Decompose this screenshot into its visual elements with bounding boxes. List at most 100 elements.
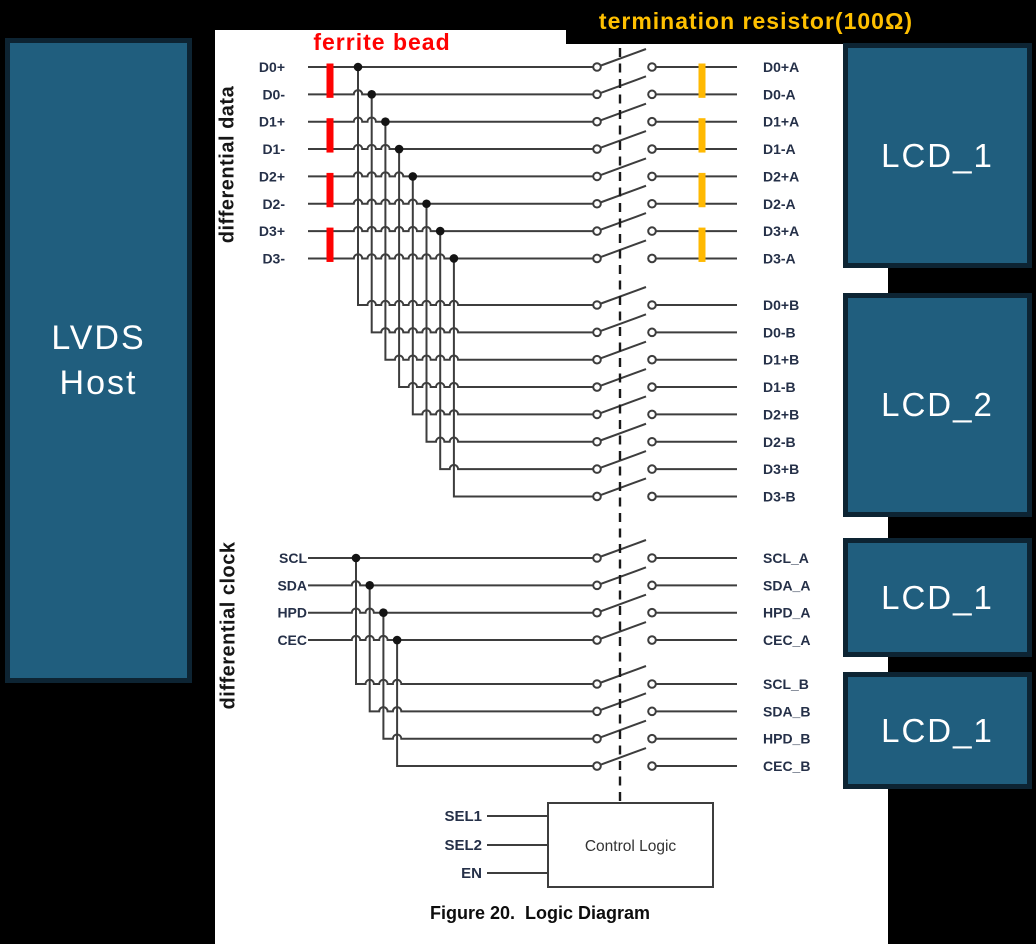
branch-wire-D1+B (384, 121, 593, 361)
switch-HPD_A-right-contact (647, 607, 657, 618)
control-logic-block: Control Logic SEL1 SEL2 EN (444, 802, 714, 888)
signal-D3-: D3- D3-A D3-B (262, 239, 796, 504)
wire-CEC (308, 634, 593, 642)
host-label-line1: LVDS (51, 318, 146, 357)
switch-SDA_A-left-contact (592, 580, 602, 591)
switch-D1-B-arm (600, 368, 647, 387)
branch-wire-SDA_B (368, 585, 593, 713)
switch-D2-A-right-contact (647, 198, 657, 209)
switch-D1+A-arm (600, 102, 647, 122)
lcd-box-1: LCD_1 (843, 43, 1032, 268)
switch-D1+B-left-contact (592, 354, 602, 365)
label-HPD_A: HPD_A (763, 605, 810, 621)
switch-D0+B-arm (600, 286, 647, 305)
label-D1-B: D1-B (763, 379, 796, 395)
switch-CEC_A-left-contact (592, 635, 602, 645)
switch-D2+A-arm (600, 157, 647, 176)
label-D3-A: D3-A (763, 250, 796, 266)
lcd-box-3: LCD_1 (843, 538, 1032, 657)
junction-dot-D1- (394, 144, 404, 154)
wire-D1- (308, 143, 593, 151)
switch-D2-B-right-contact (647, 436, 657, 447)
wire-D2+ (308, 171, 593, 178)
branch-wire-D0+B (357, 67, 593, 306)
switch-CEC_A-arm (600, 621, 647, 640)
switch-D3+A-left-contact (592, 226, 602, 236)
label-CEC: CEC (277, 632, 307, 648)
termination-resistor-0 (698, 63, 706, 98)
label-D0+A: D0+A (763, 59, 799, 75)
switch-SDA_B-left-contact (592, 706, 602, 717)
figure-caption: Figure 20. Logic Diagram (429, 903, 651, 923)
signal-D0+: D0+ D0+A D0+B (259, 48, 799, 313)
label-D3-B: D3-B (763, 488, 796, 504)
termination-resistor-1 (698, 118, 706, 153)
junction-dot-D3- (449, 254, 459, 263)
label-D3+A: D3+A (763, 223, 799, 239)
lcd-box-1-label: LCD_1 (881, 136, 994, 174)
label-D2-A: D2-A (763, 196, 796, 212)
switch-SCL_B-arm (600, 665, 647, 684)
switch-D1+B-arm (600, 340, 647, 360)
switch-HPD_A-arm (600, 593, 647, 613)
wire-HPD (308, 607, 593, 614)
label-D3+B: D3+B (763, 461, 799, 477)
lcd-box-2: LCD_2 (843, 293, 1032, 517)
switch-SDA_A-arm (600, 566, 647, 585)
switch-SCL_A-left-contact (592, 553, 602, 563)
ferrite-bead-1 (326, 118, 334, 153)
signal-SDA: SDA SDA_A SDA_B (277, 566, 810, 719)
termination-resistor-annotation: termination resistor(100Ω) (598, 8, 914, 34)
junction-dot-CEC (392, 635, 402, 645)
label-SDA_A: SDA_A (763, 577, 810, 593)
switch-D2-B-arm (600, 422, 647, 442)
switch-D3+B-left-contact (592, 464, 602, 474)
switch-D2+B-right-contact (647, 409, 657, 420)
host-label-line2: Host (59, 363, 138, 402)
switch-D1-B-right-contact (647, 382, 657, 392)
switch-CEC_A-right-contact (647, 635, 657, 645)
signal-D1+: D1+ D1+A D1+B (259, 102, 799, 368)
label-D2+: D2+ (259, 168, 285, 184)
junction-dot-D0+ (353, 62, 363, 72)
switch-D1-B-left-contact (592, 382, 602, 392)
switch-D1+B-right-contact (647, 354, 657, 365)
switch-D3-B-arm (600, 477, 647, 496)
lcd-box-4-label: LCD_1 (881, 711, 994, 749)
switch-CEC_B-right-contact (647, 761, 657, 771)
branch-wire-D3+B (439, 231, 593, 471)
switch-D0+A-arm (600, 48, 647, 67)
ferrite-bead-0 (326, 63, 334, 98)
lcd-box-3-label: LCD_1 (881, 578, 994, 616)
label-D1-: D1- (262, 141, 285, 157)
label-D3-: D3- (262, 250, 285, 266)
label-D0+: D0+ (259, 59, 285, 75)
junction-dot-SCL (351, 553, 361, 563)
termination-resistor-3 (698, 227, 706, 262)
label-D2-B: D2-B (763, 434, 796, 450)
junction-dot-SDA (365, 581, 375, 590)
switch-D2-A-left-contact (592, 198, 602, 209)
switch-SDA_B-right-contact (647, 706, 657, 717)
switch-HPD_B-left-contact (592, 733, 602, 744)
switch-D3-B-left-contact (592, 491, 602, 502)
switch-D3-A-left-contact (592, 253, 602, 264)
switch-HPD_A-left-contact (592, 607, 602, 618)
lcd-box-2-label: LCD_2 (881, 386, 994, 423)
signal-D2-: D2- D2-A D2-B (262, 184, 796, 450)
junction-dot-D3+ (435, 226, 445, 236)
termination-label-backdrop (566, 30, 888, 44)
label-HPD_B: HPD_B (763, 731, 810, 747)
switch-D0+A-right-contact (647, 62, 657, 72)
signal-SCL: SCL SCL_A SCL_B (279, 539, 809, 692)
label-D1+B: D1+B (763, 352, 799, 368)
switch-D3+B-arm (600, 450, 647, 469)
switch-D0+B-right-contact (647, 300, 657, 310)
switch-D3-A-arm (600, 239, 647, 258)
label-D0-: D0- (262, 86, 285, 102)
signal-D0-: D0- D0-A D0-B (262, 75, 796, 340)
switch-CEC_B-left-contact (592, 761, 602, 771)
switch-D3+A-right-contact (647, 226, 657, 236)
